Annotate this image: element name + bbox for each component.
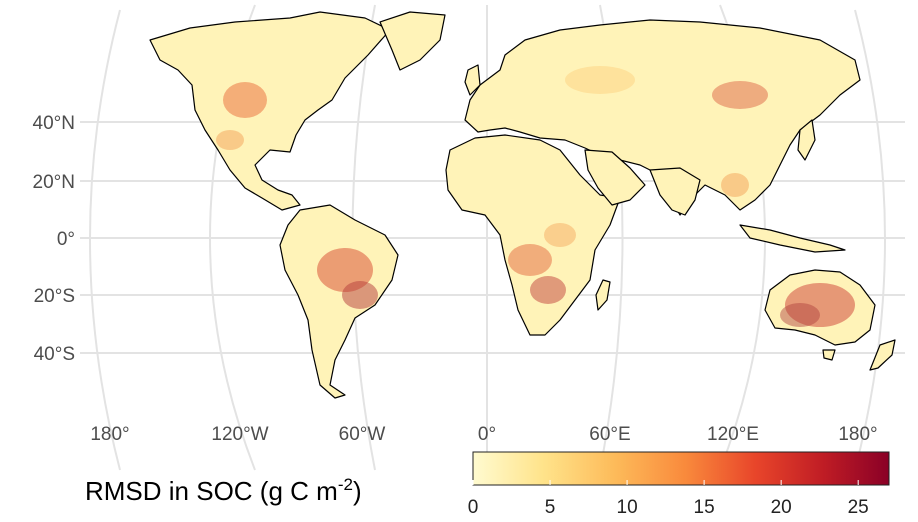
madagascar xyxy=(595,279,611,311)
greenland xyxy=(379,11,446,71)
legend-title-close: ) xyxy=(353,476,362,506)
new-zealand xyxy=(869,339,896,371)
legend-tick-label: 15 xyxy=(694,497,715,518)
legend-tick-label: 10 xyxy=(617,497,638,518)
legend-tick-label: 25 xyxy=(848,497,869,518)
lon-label: 180° xyxy=(838,424,877,445)
lat-label: 20°S xyxy=(34,286,75,307)
india xyxy=(649,167,701,216)
legend-title-exponent: -2 xyxy=(338,475,353,494)
africa xyxy=(445,134,621,336)
tasmania xyxy=(822,349,836,361)
south-america xyxy=(279,204,399,399)
lon-label: 120°E xyxy=(707,424,759,445)
australia xyxy=(764,269,876,346)
lon-label: 60°W xyxy=(339,424,386,445)
lon-label: 60°E xyxy=(589,424,630,445)
latitude-labels: 40°N 20°N 0° 20°S 40°S xyxy=(33,113,75,365)
british-isles xyxy=(464,64,481,96)
legend-tick-label: 20 xyxy=(771,497,792,518)
legend-colorbar xyxy=(472,451,890,486)
japan xyxy=(797,119,816,161)
arabia xyxy=(584,149,646,206)
lat-label: 40°S xyxy=(34,344,75,365)
north-america xyxy=(149,11,391,211)
legend-title-text: RMSD in SOC (g C m xyxy=(85,476,338,506)
legend: RMSD in SOC (g C m-2) 0 5 10 15 20 25 xyxy=(85,451,890,518)
lon-label: 120°W xyxy=(211,424,268,445)
eurasia xyxy=(464,19,861,216)
lat-label: 40°N xyxy=(33,113,75,134)
continents xyxy=(149,11,896,399)
legend-ticks: 0 5 10 15 20 25 xyxy=(468,480,869,518)
legend-tick-label: 0 xyxy=(468,497,479,518)
rmsd-hotspots xyxy=(216,66,855,327)
lon-label: 180° xyxy=(90,424,129,445)
lon-label: 0° xyxy=(478,424,496,445)
legend-title: RMSD in SOC (g C m-2) xyxy=(85,475,362,506)
lat-label: 20°N xyxy=(33,172,75,193)
legend-tick-label: 5 xyxy=(545,497,556,518)
longitude-labels: 180° 120°W 60°W 0° 60°E 120°E 180° xyxy=(90,424,877,445)
lat-label: 0° xyxy=(57,229,75,250)
indonesia xyxy=(739,224,846,253)
